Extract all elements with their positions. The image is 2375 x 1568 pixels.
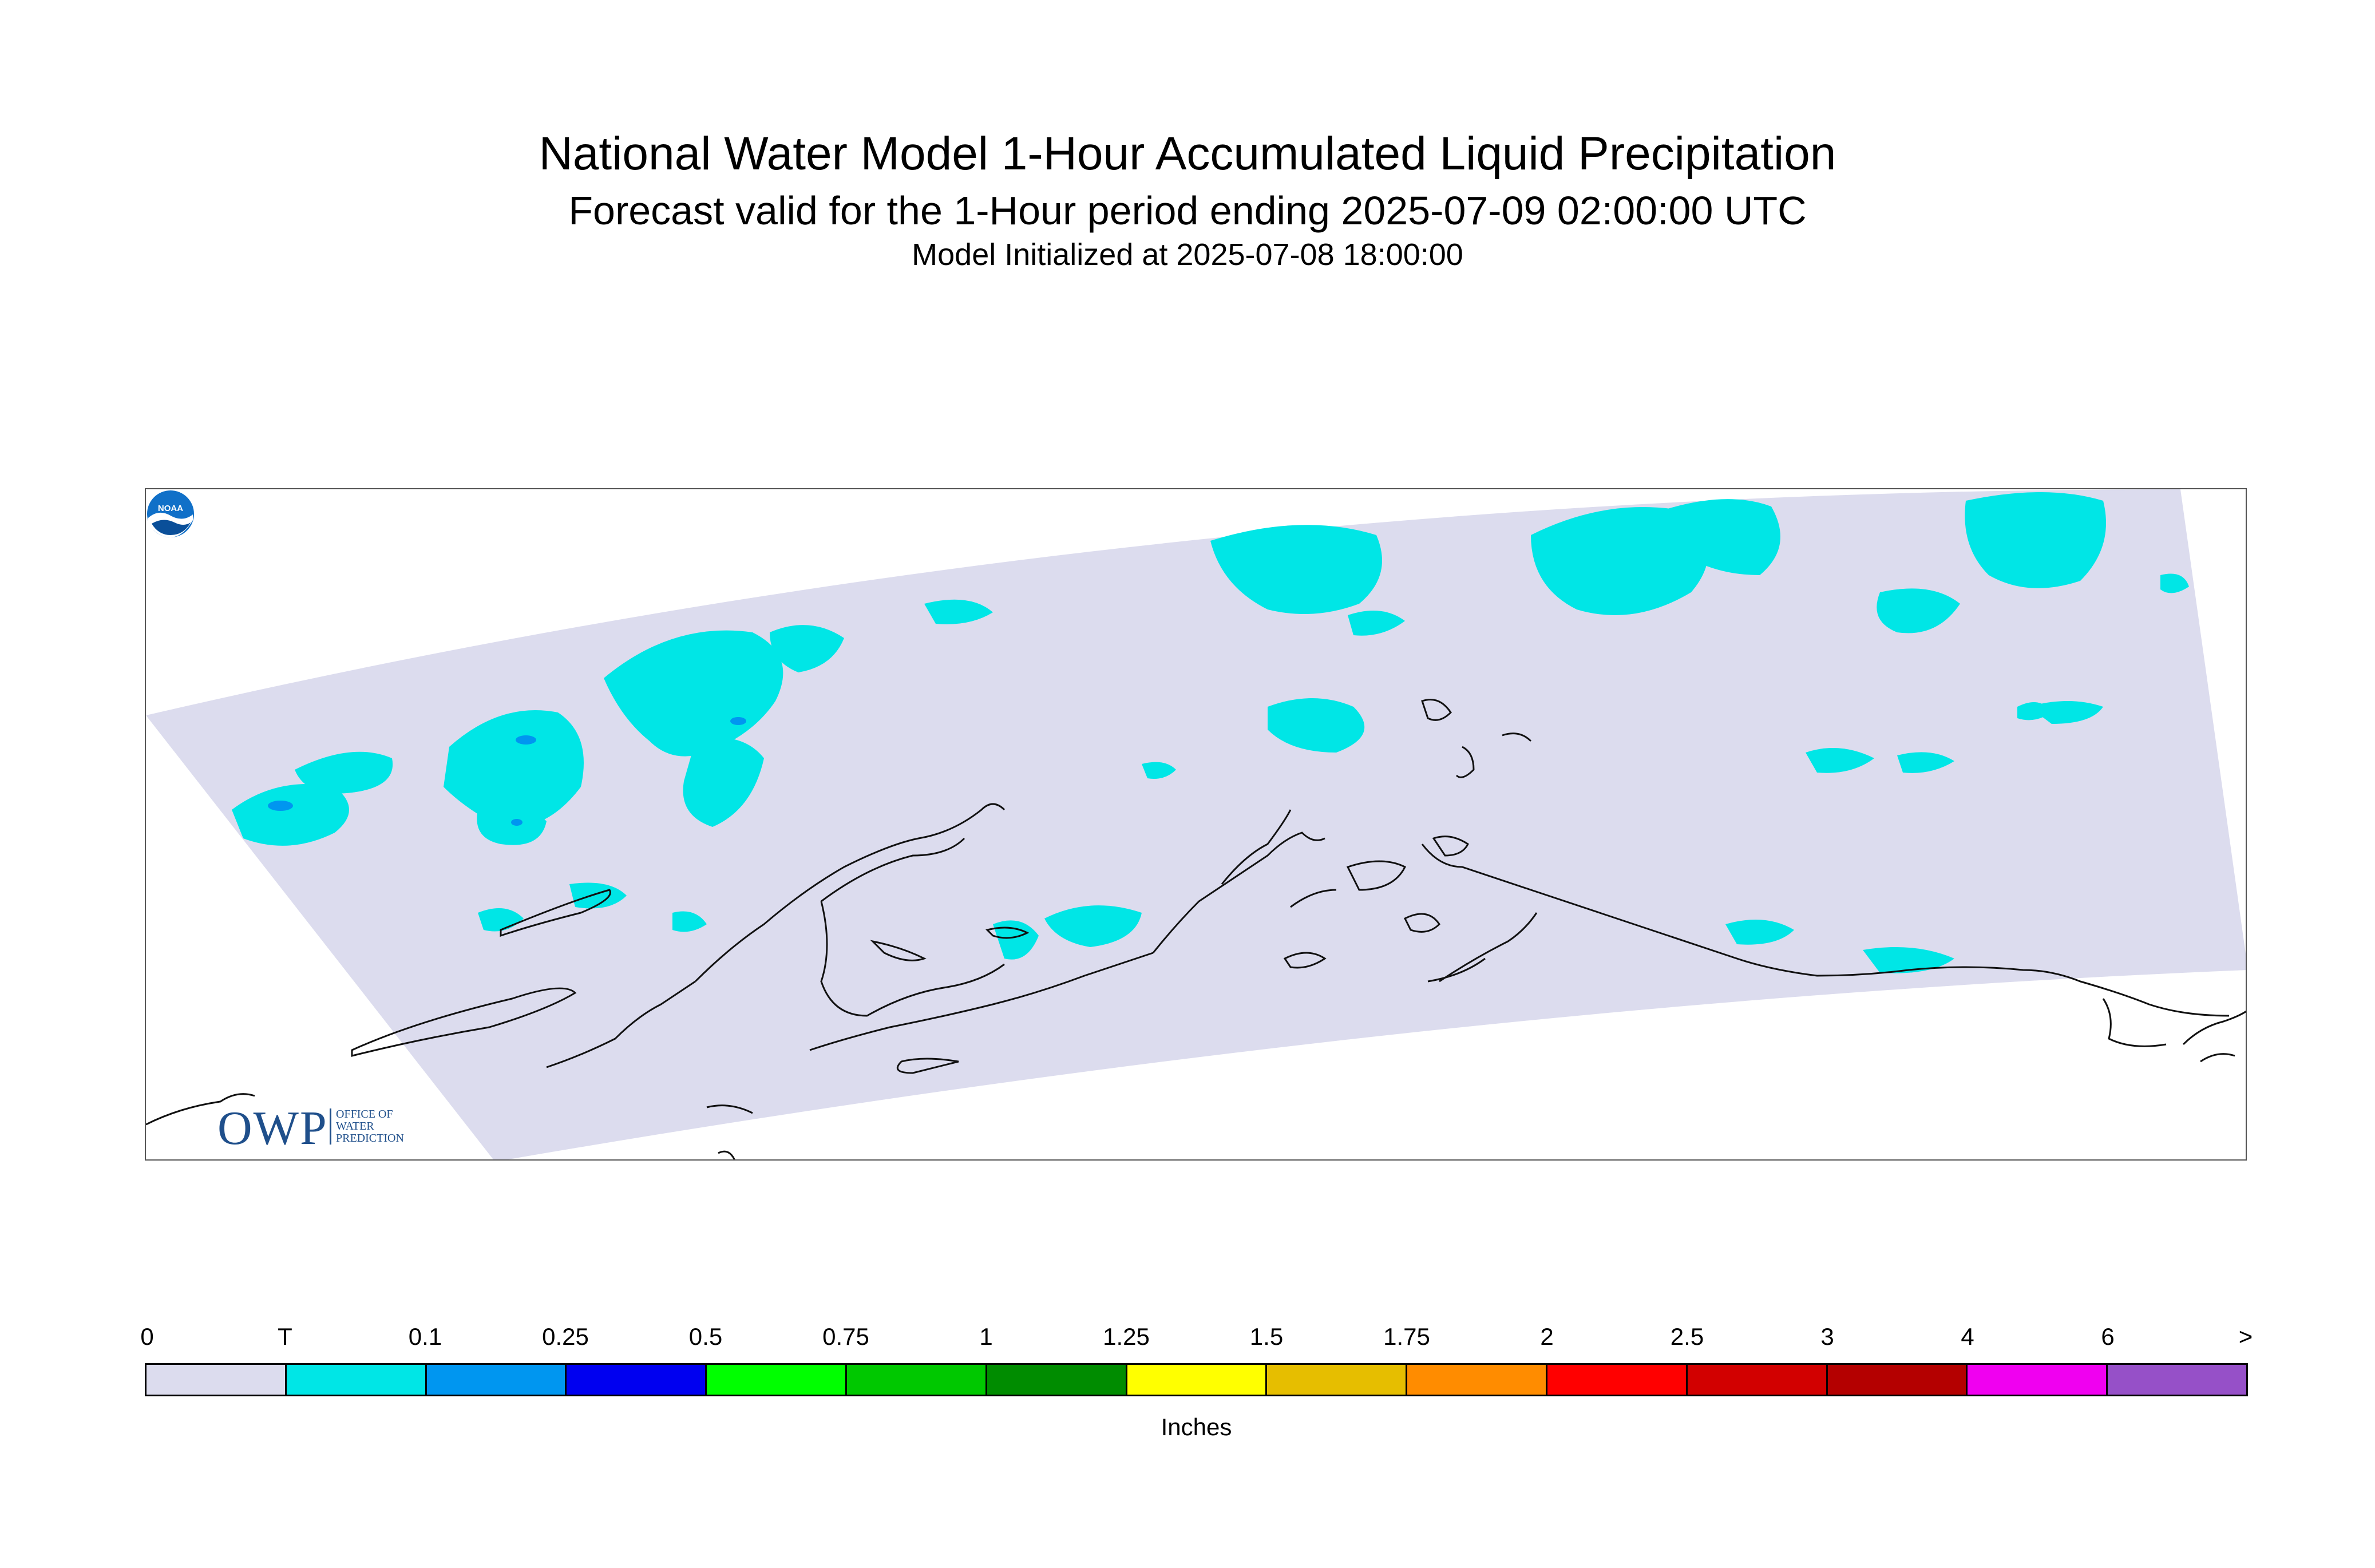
legend-tick-label: 2.5	[1670, 1323, 1704, 1350]
legend-tick-label: 1.75	[1383, 1323, 1430, 1350]
noaa-logo: NOAA	[147, 490, 194, 537]
legend-tick-label: 1	[979, 1323, 993, 1350]
legend-tick-label: 4	[1961, 1323, 1974, 1350]
legend-tick-label: 1.25	[1103, 1323, 1150, 1350]
precip-map	[146, 489, 2246, 1159]
legend-swatch	[1687, 1365, 1828, 1395]
owp-logo-letters: OWP	[217, 1102, 328, 1155]
legend-tick-label: 3	[1820, 1323, 1834, 1350]
legend-swatch	[1968, 1365, 2108, 1395]
trace-precip-areas	[232, 492, 2189, 973]
noaa-logo-text: NOAA	[158, 504, 183, 513]
legend-swatch	[1267, 1365, 1408, 1395]
legend-swatch	[846, 1365, 987, 1395]
legend-tick-label: 0	[140, 1323, 154, 1350]
light-precip-areas	[268, 717, 746, 826]
legend-swatch	[567, 1365, 707, 1395]
legend-swatch	[1127, 1365, 1268, 1395]
legend-tick-label: T	[278, 1323, 292, 1350]
map-panel: OWP Office of Water Prediction NOAA	[145, 488, 2247, 1161]
legend-swatch	[147, 1365, 287, 1395]
legend-swatch	[707, 1365, 847, 1395]
legend-colorbar	[145, 1363, 2248, 1396]
legend-swatch	[1827, 1365, 1968, 1395]
legend-tick-label: 2	[1540, 1323, 1554, 1350]
legend-swatch	[2108, 1365, 2246, 1395]
legend-tick-label: 0.25	[542, 1323, 589, 1350]
coastlines	[146, 699, 2246, 1159]
owp-line-2: Water	[336, 1120, 374, 1133]
legend-tick-label: 0.5	[688, 1323, 723, 1350]
legend-swatch	[1547, 1365, 1688, 1395]
model-init-line: Model Initialized at 2025-07-08 18:00:00	[912, 237, 1463, 272]
legend-swatch	[426, 1365, 567, 1395]
map-title: National Water Model 1-Hour Accumulated …	[539, 128, 1836, 180]
owp-logo: OWP Office of Water Prediction	[217, 1100, 435, 1159]
legend-units-label: Inches	[1161, 1413, 1232, 1440]
legend-swatch	[987, 1365, 1127, 1395]
legend-tick-label: 6	[2101, 1323, 2115, 1350]
legend-tick-label: 0.1	[408, 1323, 442, 1350]
model-domain	[146, 489, 2246, 1159]
legend-tick-label: 1.5	[1249, 1323, 1284, 1350]
legend-tick-label: >	[2238, 1323, 2253, 1350]
owp-line-3: Prediction	[336, 1132, 404, 1145]
legend-tick-label: 0.75	[822, 1323, 869, 1350]
color-legend: Inches 0 T 0.1 0.25 0.5 0.75 1 1.25 1.5 1.75 2 2.5 3…	[140, 1316, 2253, 1465]
legend-swatch	[1407, 1365, 1547, 1395]
owp-logo-subtext: Office of Water Prediction	[330, 1108, 439, 1145]
owp-line-1: Office of	[336, 1108, 393, 1120]
legend-swatch	[286, 1365, 427, 1395]
forecast-valid-subtitle: Forecast valid for the 1-Hour period end…	[568, 188, 1807, 233]
